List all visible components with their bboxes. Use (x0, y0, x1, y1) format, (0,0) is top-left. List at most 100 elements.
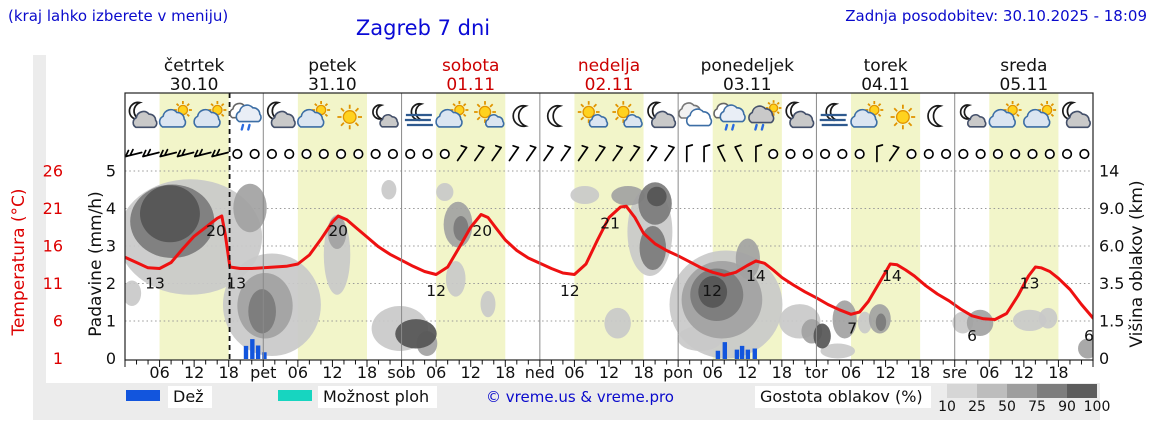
temperature-value-label: 14 (882, 267, 902, 285)
wind-calm-icon (1044, 148, 1055, 160)
cloud-blob (813, 323, 831, 349)
hour-tick-label: 06 (288, 363, 308, 382)
rain-bar (715, 350, 721, 359)
showers-legend-swatch (278, 390, 312, 401)
temperature-axis-title: Temperatura (°C) (9, 188, 29, 336)
hour-tick-label: 12 (737, 363, 757, 382)
rain-bar (262, 352, 267, 359)
weather-icon-sun-cloud (297, 101, 331, 128)
cloud-blob (139, 185, 200, 243)
wind-calm-icon (785, 148, 796, 160)
temp-axis-tick: 1 (53, 349, 63, 368)
moon-shape (927, 104, 944, 128)
wind-barb-icon (525, 144, 537, 162)
hour-tick-label: 06 (703, 363, 723, 382)
wind-calm-icon (992, 148, 1004, 160)
wind-barb-icon (491, 144, 502, 162)
hour-tick-label: 12 (1014, 363, 1034, 382)
cloud-shape (623, 114, 643, 128)
weather-icon-rain-cloud (713, 102, 746, 131)
hour-tick-label: 06 (841, 363, 861, 382)
moon-shape (825, 102, 840, 122)
weather-icon-moon-cloud (128, 101, 158, 129)
wind-barb-icon (734, 144, 743, 162)
day-date-label: 03.11 (723, 75, 772, 95)
day-date-label: 02.11 (585, 75, 634, 95)
weather-icon-sun-cloud-small (474, 101, 505, 128)
rain-bar (722, 342, 728, 359)
rain-bar (250, 339, 255, 359)
temperature-value-label: 20 (472, 222, 492, 240)
temperature-value-label: 6 (967, 327, 977, 345)
wind-barb-icon (124, 148, 143, 158)
cloud-height-axis-title: Višina oblakov (km) (1127, 180, 1147, 348)
wind-calm-icon (387, 148, 399, 160)
cloud-blob (248, 289, 276, 334)
temp-axis-tick: 6 (53, 312, 63, 331)
cloud-blob (1012, 309, 1047, 331)
cloud-shape (158, 108, 187, 128)
wind-barb-icon (685, 144, 694, 163)
precip-axis-tick: 5 (106, 162, 116, 181)
moon-shape (546, 104, 564, 128)
hour-tick-label: 06 (149, 363, 169, 382)
sun-shape (890, 104, 916, 130)
cloud-blob (611, 186, 645, 206)
hour-tick-label: 18 (633, 363, 653, 382)
wind-calm-icon (353, 148, 364, 160)
cloud-blob (820, 343, 856, 359)
cloud-shape (588, 114, 609, 128)
day-name-label: četrtek (164, 56, 225, 76)
wind-calm-icon (837, 148, 848, 160)
day-name-label: sreda (1000, 56, 1047, 76)
rain-drops (240, 123, 251, 131)
day-date-label: 01.11 (446, 75, 495, 95)
hour-tick-label: 06 (979, 363, 999, 382)
cloud-axis-tick: 3.5 (1099, 274, 1124, 293)
density-gradient-segment (1067, 384, 1097, 398)
wind-calm-icon (940, 148, 952, 160)
wind-barb-icon (595, 144, 606, 162)
wind-calm-icon (284, 148, 295, 160)
day-date-label: 31.10 (308, 75, 357, 95)
temperature-value-label: 13 (145, 275, 165, 293)
density-tick-label: 25 (968, 399, 986, 415)
wind-barb-icon (211, 148, 229, 158)
weather-icon-moon-cloud-small (372, 104, 399, 128)
hour-tick-label: 18 (495, 363, 515, 382)
day-boundary-label: ned (525, 363, 555, 382)
menu-hint: (kraj lahko izberete v meniju) (8, 7, 229, 25)
day-name-label: petek (308, 56, 356, 76)
weather-icon-sun (337, 104, 363, 130)
wind-calm-icon (802, 148, 813, 160)
temp-axis-tick: 21 (43, 199, 63, 218)
temp-axis-tick: 16 (43, 237, 63, 256)
wind-barb-icon (646, 144, 658, 162)
wind-calm-icon (266, 148, 278, 160)
wind-barb-icon (474, 144, 485, 162)
wind-calm-icon (232, 148, 243, 160)
wind-barb-icon (577, 144, 589, 162)
cloud-shape (193, 108, 221, 128)
rain-bar (243, 345, 249, 359)
wind-barb-icon (888, 144, 900, 162)
wind-barb-icon (456, 144, 468, 162)
cloud-shape (748, 105, 775, 124)
hour-tick-label: 18 (1048, 363, 1068, 382)
cloud-shape (379, 114, 399, 128)
hour-tick-label: 06 (564, 363, 584, 382)
day-date-label: 05.11 (1000, 75, 1049, 95)
wind-calm-icon (370, 148, 381, 160)
density-tick-label: 10 (938, 399, 956, 415)
wind-barb-icon (664, 144, 675, 162)
temperature-value-label: 20 (206, 222, 226, 240)
temperature-value-label: 7 (847, 320, 857, 338)
precip-axis-tick: 1 (106, 312, 116, 331)
sun-shape (577, 101, 600, 123)
cloud-shape (651, 110, 677, 129)
copyright-link[interactable]: © vreme.us & vreme.pro (486, 388, 674, 406)
wind-calm-icon (1027, 148, 1038, 160)
sun-shape (612, 101, 635, 123)
